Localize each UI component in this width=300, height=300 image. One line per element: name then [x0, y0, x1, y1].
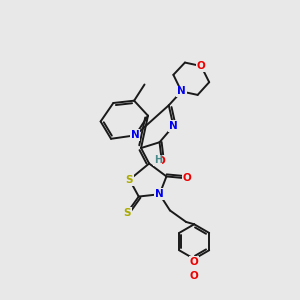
Text: O: O: [183, 173, 192, 183]
Text: O: O: [190, 271, 199, 281]
Text: S: S: [123, 208, 131, 218]
Text: N: N: [155, 189, 164, 199]
Text: O: O: [190, 257, 199, 267]
Text: N: N: [131, 130, 140, 140]
Text: O: O: [197, 61, 206, 71]
Text: H: H: [154, 155, 162, 165]
Text: S: S: [126, 175, 133, 185]
Text: N: N: [169, 121, 178, 131]
Text: O: O: [157, 156, 166, 166]
Text: N: N: [177, 86, 186, 96]
